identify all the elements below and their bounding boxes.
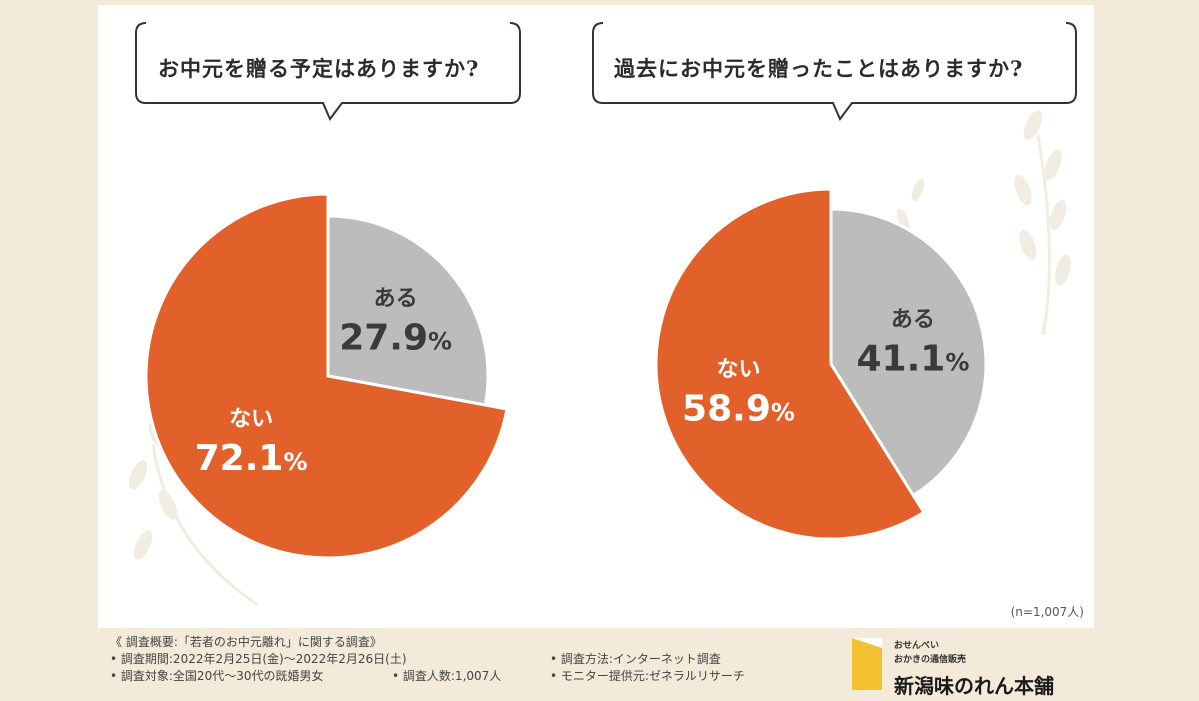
pie-2-slice-2 xyxy=(654,187,926,541)
survey-respondents: • 調査人数:1,007人 xyxy=(392,669,502,683)
brand-logo: おせんべい おかきの通信販売 新潟味のれん本舗 xyxy=(852,636,1092,698)
survey-method: • 調査方法:インターネット調査 xyxy=(550,652,721,666)
survey-period: • 調査期間:2022年2月25日(金)〜2022年2月26日(土) xyxy=(110,652,407,666)
logo-mark xyxy=(852,638,882,690)
pie-1-slice-2 xyxy=(144,192,509,560)
pie-charts: ある 27.9% ない 72.1% ある 41.1% ない 58.9% xyxy=(144,187,988,560)
survey-target: • 調査対象:全国20代〜30代の既婚男女 xyxy=(110,669,324,683)
pie-1-slice-1-value: 27.9% xyxy=(339,318,452,359)
pie-2-slice-1-value: 41.1% xyxy=(857,338,970,379)
chart-card: お中元を贈る予定はありますか? 過去にお中元を贈ったことはありますか? ある 27… xyxy=(98,5,1094,628)
logo-line-2: おかきの通信販売 xyxy=(894,655,967,665)
logo-line-1: おせんべい xyxy=(894,641,940,651)
survey-provider: • モニター提供元:ゼネラルリサーチ xyxy=(550,669,745,683)
pie-2-slice-1-label: ある xyxy=(891,307,935,332)
pie-2-title: 過去にお中元を贈ったことはありますか? xyxy=(614,56,1024,81)
pie-1-slice-1 xyxy=(326,214,490,407)
pie-1-title: お中元を贈る予定はありますか? xyxy=(158,56,480,81)
question-bubbles xyxy=(135,22,1077,121)
pie-1-slice-2-label: ない xyxy=(229,407,273,432)
pie-2-slice-2-value: 58.9% xyxy=(682,389,795,430)
pie-1-slice-1-label: ある xyxy=(374,287,418,312)
sample-size-note: (n=1,007人) xyxy=(1010,605,1084,619)
survey-summary: 《 調査概要:「若者のお中元離れ」に関する調査》 • 調査期間:2022年2月2… xyxy=(110,634,810,685)
pie-2-slice-2-label: ない xyxy=(716,358,760,383)
survey-heading: 《 調査概要:「若者のお中元離れ」に関する調査》 xyxy=(110,635,382,649)
logo-name: 新潟味のれん本舗 xyxy=(894,674,1054,698)
rice-stalk-decoration xyxy=(128,110,1071,607)
pie-1-slice-2-value: 72.1% xyxy=(195,438,308,479)
